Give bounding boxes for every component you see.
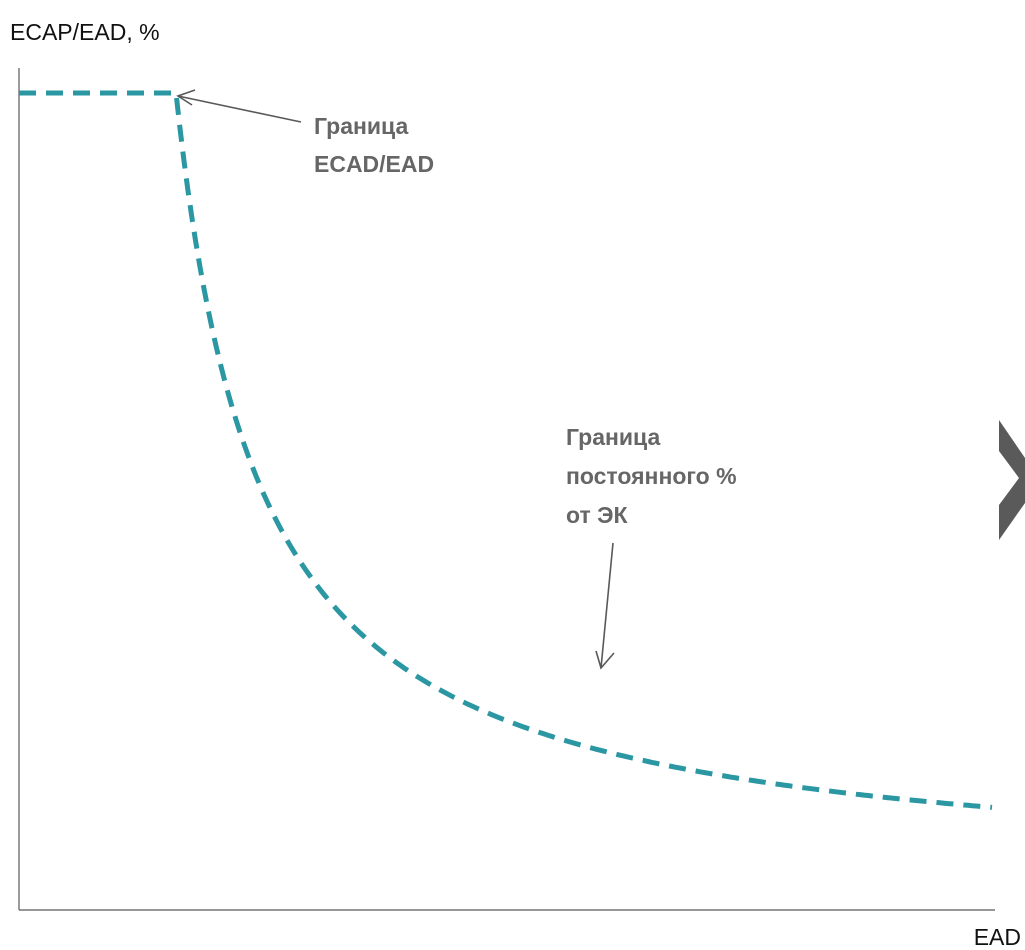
annotation-constant-percent-line-1: Граница <box>566 424 660 450</box>
x-axis-title: EAD <box>974 924 1021 950</box>
annotation-ecad-ead-line-2: ECAD/EAD <box>314 151 434 177</box>
annotation-constant-percent-arrow <box>595 542 615 670</box>
series-line-capital-boundary <box>19 90 993 810</box>
annotation-constant-percent-line-3: от ЭК <box>566 502 628 528</box>
y-axis-title: ECAP/EAD, % <box>10 19 160 45</box>
annotation-ecad-ead-arrow <box>176 89 302 123</box>
annotation-constant-percent-line-2: постоянного % <box>566 463 737 489</box>
annotation-constant-percent-boundary: Граница постоянного % от ЭК <box>566 424 743 528</box>
annotation-ecad-ead-line-1: Граница <box>314 113 408 139</box>
annotation-ecad-ead-boundary: Граница ECAD/EAD <box>314 113 434 177</box>
chevron-right-icon[interactable] <box>999 420 1025 540</box>
